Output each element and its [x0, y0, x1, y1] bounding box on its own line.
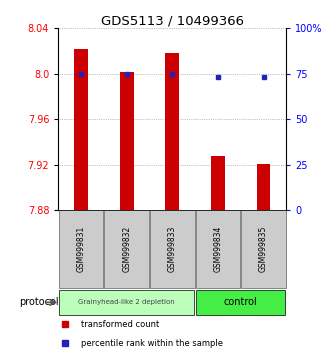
- Bar: [166, 53, 179, 210]
- Text: Grainyhead-like 2 depletion: Grainyhead-like 2 depletion: [78, 299, 175, 306]
- Text: GSM999835: GSM999835: [259, 226, 268, 272]
- Bar: [195, 210, 240, 288]
- Bar: [150, 210, 195, 288]
- Bar: [211, 156, 225, 210]
- Text: GSM999832: GSM999832: [122, 226, 131, 272]
- Bar: [120, 72, 134, 210]
- Text: protocol: protocol: [20, 297, 59, 307]
- Bar: [241, 210, 286, 288]
- Text: GSM999833: GSM999833: [168, 226, 177, 272]
- Bar: [104, 210, 149, 288]
- Bar: [74, 49, 88, 210]
- Text: percentile rank within the sample: percentile rank within the sample: [81, 338, 223, 348]
- Text: control: control: [224, 297, 258, 307]
- Text: GSM999834: GSM999834: [213, 226, 222, 272]
- Bar: [59, 210, 104, 288]
- Bar: [196, 290, 285, 315]
- Title: GDS5113 / 10499366: GDS5113 / 10499366: [101, 14, 244, 27]
- Text: transformed count: transformed count: [81, 320, 159, 329]
- Bar: [257, 164, 270, 210]
- Bar: [59, 290, 194, 315]
- Text: GSM999831: GSM999831: [77, 226, 86, 272]
